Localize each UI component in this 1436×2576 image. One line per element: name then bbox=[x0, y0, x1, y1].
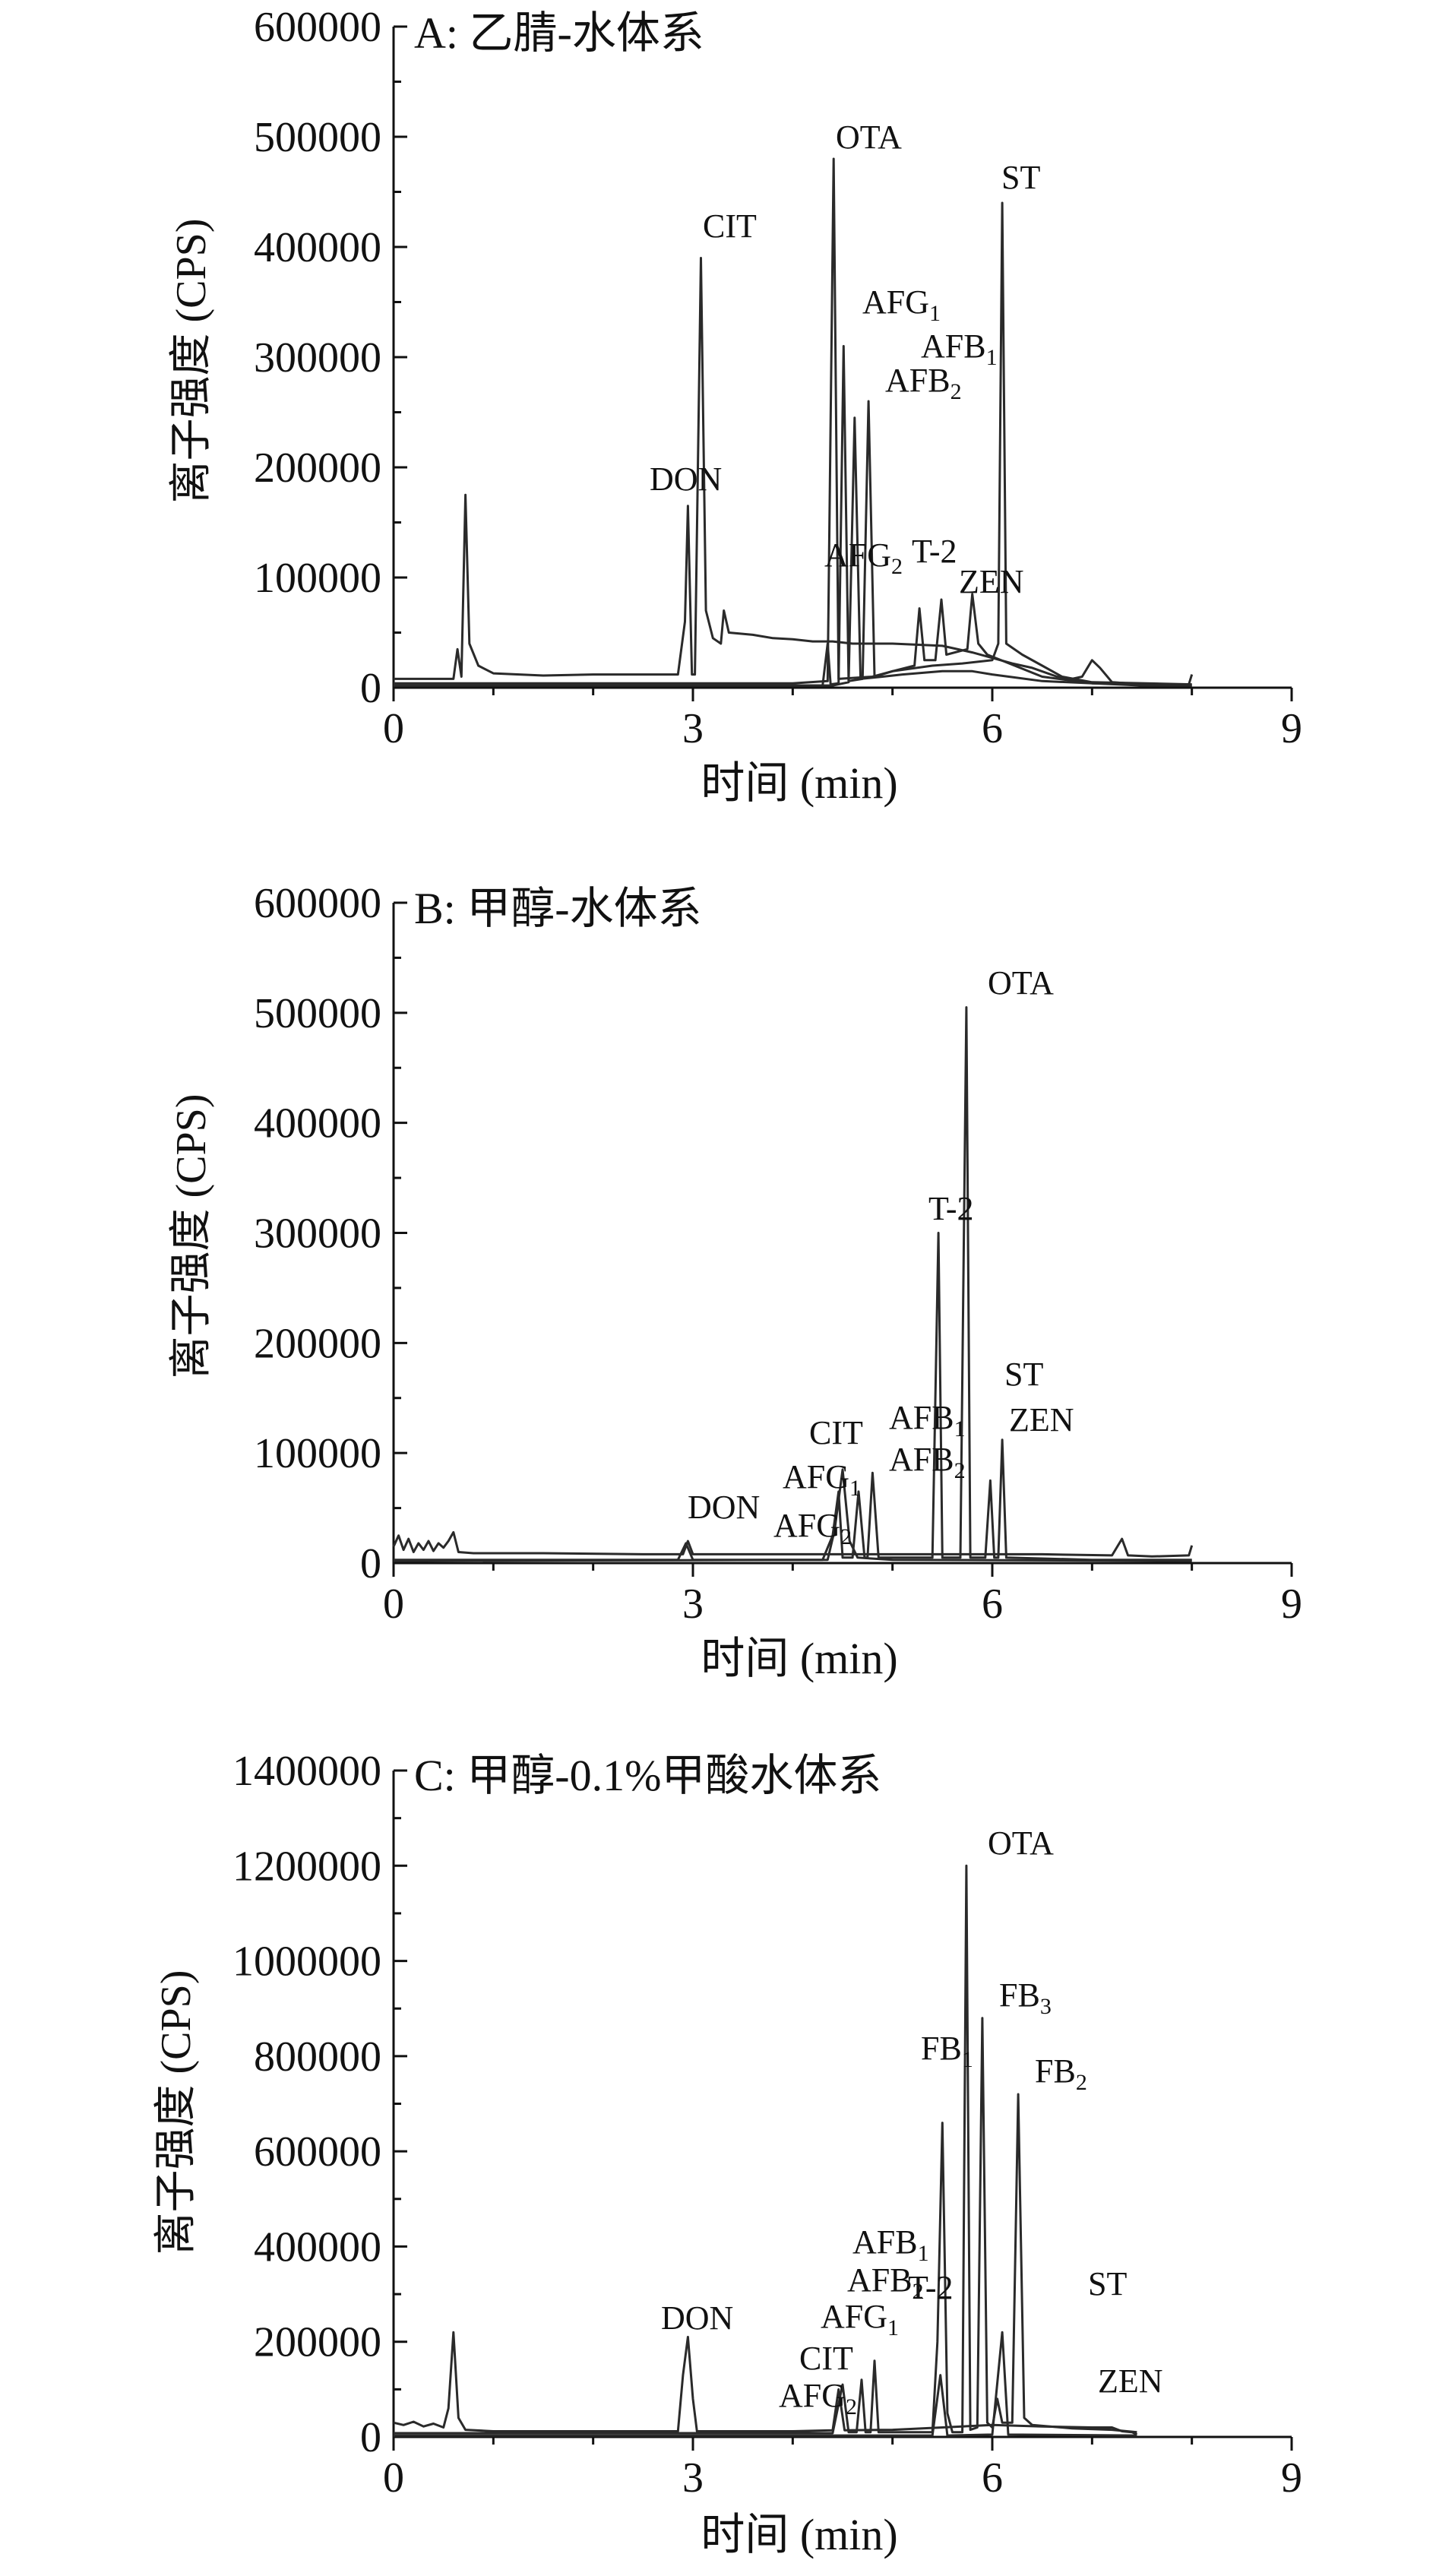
peak-label: ZEN bbox=[959, 563, 1024, 600]
peak-label: AFG1 bbox=[862, 283, 941, 326]
peak-label: AFB1 bbox=[921, 328, 998, 370]
panel-title: B: 甲醇-水体系 bbox=[414, 884, 702, 933]
y-tick-label: 0 bbox=[360, 665, 381, 712]
series-lines bbox=[392, 1006, 1194, 1562]
peak-label: FB2 bbox=[1035, 2052, 1087, 2095]
peak-label: AFG2 bbox=[773, 1507, 852, 1549]
peak-label: AFB2 bbox=[885, 362, 962, 404]
y-tick-label: 200000 bbox=[254, 445, 381, 492]
y-tick-label: 300000 bbox=[254, 334, 381, 381]
x-axis-label: 时间 (min) bbox=[701, 2510, 897, 2559]
x-tick-label: 0 bbox=[383, 1581, 404, 1628]
y-tick-label: 1400000 bbox=[232, 1748, 381, 1795]
peak-label: CIT bbox=[809, 1414, 863, 1451]
peak-label: DON bbox=[661, 2299, 733, 2337]
peak-label: ST bbox=[1001, 159, 1040, 196]
y-tick-label: 100000 bbox=[254, 1430, 381, 1477]
y-tick-label: 200000 bbox=[254, 2319, 381, 2366]
series-line-2 bbox=[394, 1864, 1137, 2435]
series-line-3 bbox=[394, 2331, 1137, 2437]
x-axis-label: 时间 (min) bbox=[701, 1634, 897, 1683]
x-tick-label: 6 bbox=[982, 2454, 1003, 2502]
series-line-4 bbox=[394, 416, 1192, 687]
y-tick-label: 200000 bbox=[254, 1320, 381, 1367]
y-tick-label: 600000 bbox=[254, 2128, 381, 2176]
peak-label: OTA bbox=[988, 1824, 1054, 1862]
x-tick-label: 0 bbox=[383, 705, 404, 752]
x-tick-label: 9 bbox=[1281, 2454, 1302, 2502]
peak-label: AFG2 bbox=[824, 536, 903, 579]
peak-label: AFB2 bbox=[847, 2261, 924, 2304]
peak-label: T-2 bbox=[928, 1190, 974, 1227]
x-tick-label: 9 bbox=[1281, 1581, 1302, 1628]
series-line-3 bbox=[394, 345, 1192, 687]
series-lines bbox=[394, 157, 1194, 687]
peak-label: OTA bbox=[836, 119, 902, 156]
panel-c: C: 甲醇-0.1%甲酸水体系 时间 (min) 离子强度 (CPS) 0 200… bbox=[153, 1748, 1302, 2559]
y-tick-label: 600000 bbox=[254, 880, 381, 927]
panel-title: A: 乙腈-水体系 bbox=[414, 8, 704, 58]
y-tick-label: 400000 bbox=[254, 1100, 381, 1147]
y-tick-label: 100000 bbox=[254, 555, 381, 602]
axes: 0 100000 200000 300000 400000 500000 600000 0 3 6… bbox=[254, 4, 1302, 752]
peak-label: AFG1 bbox=[783, 1458, 861, 1501]
x-tick-label: 9 bbox=[1281, 705, 1302, 752]
panel-title: C: 甲醇-0.1%甲酸水体系 bbox=[414, 1751, 881, 1800]
peak-label: T-2 bbox=[908, 2269, 954, 2306]
peak-label: T-2 bbox=[912, 533, 957, 570]
series-line-2 bbox=[394, 1006, 1192, 1562]
y-tick-label: 500000 bbox=[254, 990, 381, 1037]
x-tick-label: 6 bbox=[982, 705, 1003, 752]
peak-label: DON bbox=[650, 460, 722, 498]
x-tick-label: 3 bbox=[682, 705, 704, 752]
y-tick-label: 600000 bbox=[254, 4, 381, 51]
panel-a: A: 乙腈-水体系 时间 (min) 离子强度 (CPS) 0 100000 200… bbox=[168, 4, 1302, 808]
peak-label: AFB1 bbox=[889, 1399, 966, 1441]
peak-label: OTA bbox=[988, 964, 1054, 1002]
x-tick-label: 6 bbox=[982, 1581, 1003, 1628]
peak-label: AFG1 bbox=[821, 2298, 899, 2340]
series-line-2 bbox=[394, 157, 1192, 686]
peak-label: CIT bbox=[799, 2340, 853, 2377]
axes: 0 200000 400000 600000 800000 1000000 1200000 1… bbox=[232, 1748, 1302, 2502]
y-tick-label: 400000 bbox=[254, 2223, 381, 2271]
peak-label: CIT bbox=[703, 207, 757, 245]
series-lines bbox=[393, 1864, 1138, 2437]
x-tick-label: 0 bbox=[383, 2454, 404, 2502]
peak-label: FB3 bbox=[999, 1976, 1052, 2019]
x-tick-label: 3 bbox=[682, 1581, 704, 1628]
x-tick-label: 3 bbox=[682, 2454, 704, 2502]
y-tick-label: 800000 bbox=[254, 2033, 381, 2081]
axes: 0 100000 200000 300000 400000 500000 600000 0 3 6… bbox=[254, 880, 1302, 1628]
y-axis-label: 离子强度 (CPS) bbox=[153, 1970, 200, 2255]
panel-b: B: 甲醇-水体系 时间 (min) 离子强度 (CPS) 0 100000 200… bbox=[168, 880, 1302, 1683]
peak-label: ZEN bbox=[1009, 1401, 1074, 1438]
peak-label: ST bbox=[1004, 1356, 1043, 1393]
y-axis-label: 离子强度 (CPS) bbox=[168, 219, 215, 504]
series-line-1 bbox=[394, 257, 1194, 686]
peak-label: ZEN bbox=[1098, 2362, 1163, 2400]
peak-label: ST bbox=[1088, 2265, 1127, 2302]
x-axis-label: 时间 (min) bbox=[701, 758, 897, 808]
series-line-3 bbox=[393, 1468, 1192, 1562]
peak-label: AFB2 bbox=[889, 1441, 966, 1483]
y-tick-label: 1000000 bbox=[232, 1938, 381, 1986]
peak-label: DON bbox=[688, 1489, 760, 1526]
y-tick-label: 400000 bbox=[254, 224, 381, 271]
y-tick-label: 300000 bbox=[254, 1210, 381, 1258]
y-tick-label: 0 bbox=[360, 2414, 381, 2461]
y-tick-label: 0 bbox=[360, 1540, 381, 1587]
y-tick-label: 1200000 bbox=[232, 1843, 381, 1890]
peak-label: AFG2 bbox=[779, 2377, 857, 2419]
series-line-1 bbox=[392, 1530, 1194, 1558]
peak-label: AFB1 bbox=[852, 2223, 929, 2266]
y-tick-label: 500000 bbox=[254, 114, 381, 161]
y-axis-label: 离子强度 (CPS) bbox=[168, 1094, 215, 1379]
